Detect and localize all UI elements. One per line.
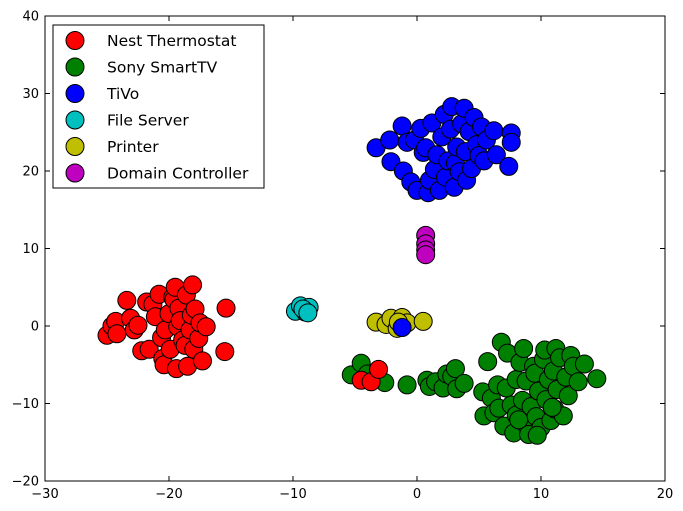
y-tick-label: 20 (22, 165, 39, 180)
legend-marker-sony-smarttv (65, 57, 85, 77)
y-tick-label: 0 (31, 320, 39, 335)
point-sony-smarttv-57 (574, 354, 594, 374)
point-nest-thermostat-39 (196, 317, 216, 337)
legend-label-domain-controller: Domain Controller (107, 165, 249, 183)
point-sony-smarttv-61 (542, 397, 562, 417)
y-tick-label: −20 (12, 475, 39, 490)
point-nest-thermostat-3 (107, 324, 127, 344)
x-tick-label: 20 (657, 487, 674, 502)
legend: Nest Thermostat Sony SmartTV TiVo File Serv… (52, 24, 265, 189)
point-sony-smarttv-16 (478, 352, 498, 372)
point-tivo-1 (380, 130, 400, 150)
legend-label-printer: Printer (107, 138, 159, 156)
point-printer-6 (413, 311, 433, 331)
point-sony-smarttv-11 (445, 359, 465, 379)
points-layer (97, 97, 607, 445)
point-sony-smarttv-53 (558, 386, 578, 406)
point-sony-smarttv-56 (568, 372, 588, 392)
legend-marker-nest-thermostat (65, 31, 85, 50)
point-nest-thermostat-4 (117, 290, 137, 310)
point-nest-thermostat-41 (216, 298, 236, 318)
legend-marker-file-server (65, 110, 85, 130)
point-nest-thermostat-7 (128, 315, 148, 335)
x-tick-label: 10 (533, 487, 550, 502)
legend-label-file-server: File Server (107, 112, 189, 130)
series-tivo (366, 97, 521, 203)
legend-marker-printer (65, 137, 85, 156)
point-nest-thermostat-33 (183, 275, 203, 295)
legend-label-tivo: TiVo (106, 85, 139, 103)
point-tivo-44 (501, 132, 521, 152)
y-tick-label: −10 (12, 397, 39, 412)
point-sony-smarttv-13 (454, 373, 474, 393)
point-nest-thermostat-extra-2 (369, 359, 389, 379)
point-tivo-41 (486, 145, 506, 165)
point-tivo-3 (392, 116, 412, 136)
y-tick-label: 40 (22, 10, 39, 25)
point-tivo-42 (499, 156, 519, 176)
x-tick-label: −20 (155, 487, 182, 502)
point-nest-thermostat-10 (139, 339, 159, 359)
point-tivo-40 (484, 121, 504, 141)
point-sony-smarttv-60 (509, 410, 529, 430)
point-sony-smarttv-59 (527, 425, 547, 445)
x-tick-label: 0 (413, 487, 421, 502)
point-sony-smarttv-58 (587, 369, 607, 389)
y-tick-label: 10 (22, 242, 39, 257)
series-tivo-extra (392, 318, 412, 338)
legend-marker-tivo (65, 84, 85, 103)
y-tick-label: 30 (22, 87, 39, 102)
x-tick-label: −30 (31, 487, 58, 502)
x-tick-label: −10 (279, 487, 306, 502)
legend-label-nest-thermostat: Nest Thermostat (107, 32, 236, 50)
legend-marker-domain-controller (65, 163, 85, 183)
legend-label-sony-smarttv: Sony SmartTV (107, 59, 218, 77)
series-domain-controller (416, 225, 436, 265)
series-file-server (285, 296, 319, 323)
point-domain-controller-3 (416, 245, 436, 265)
point-file-server-5 (298, 303, 318, 323)
point-sony-smarttv-4 (397, 375, 417, 395)
series-nest-thermostat-extra (351, 359, 389, 392)
point-nest-thermostat-38 (192, 351, 212, 371)
point-nest-thermostat-40 (215, 342, 235, 362)
series-nest-thermostat (97, 275, 236, 379)
point-tivo-extra-0 (392, 318, 412, 338)
point-sony-smarttv-31 (514, 338, 534, 358)
legend-box (52, 24, 265, 189)
